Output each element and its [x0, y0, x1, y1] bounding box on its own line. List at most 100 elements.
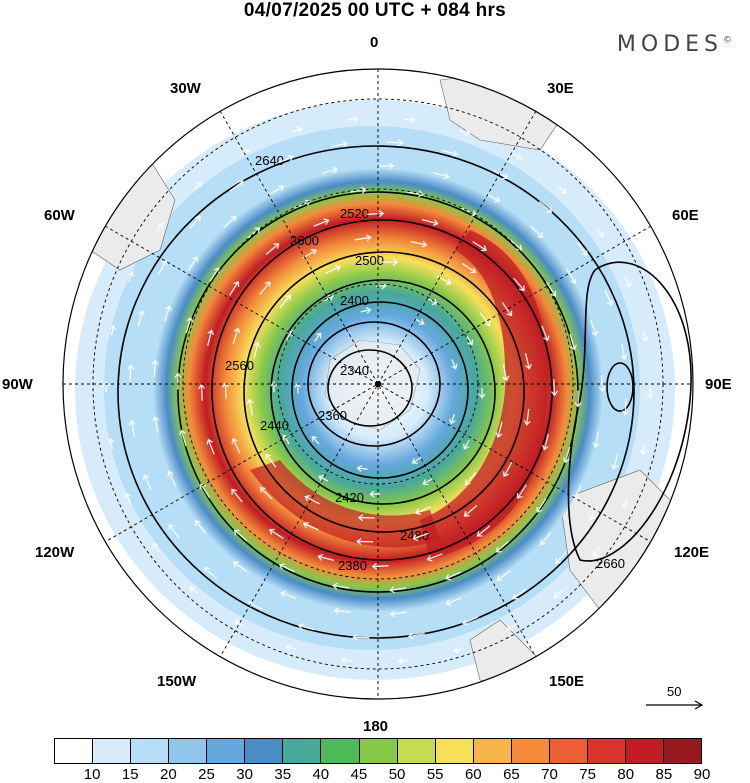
colorbar-label: 55 [426, 766, 444, 783]
wind-vector-arrow [463, 439, 470, 450]
wind-vector-arrow [641, 331, 649, 343]
wind-vector-arrow [317, 553, 335, 562]
wind-vector-arrow [259, 487, 273, 500]
wind-vector-arrow [277, 154, 294, 164]
lon-label-60e: 60E [672, 207, 699, 224]
wind-vector-arrow [502, 364, 510, 382]
wind-vector-arrow [268, 528, 284, 539]
contour-label: 2440 [260, 418, 289, 433]
colorbar-swatch [321, 739, 360, 763]
wind-vector-arrow [459, 129, 471, 136]
wind-vector-arrow [168, 524, 180, 539]
wind-vector-arrow [566, 269, 577, 284]
wind-vector-arrow [624, 277, 632, 288]
lon-label-150w: 150W [157, 673, 197, 690]
reference-vector-label: 50 [667, 684, 682, 699]
wind-vector-arrow [476, 525, 491, 537]
wind-vector-arrow [592, 431, 600, 449]
wind-vector-arrow [193, 181, 203, 190]
wind-vector-arrow [448, 413, 456, 425]
wind-vector-arrow [109, 324, 117, 336]
wind-vector-arrow [389, 610, 407, 618]
colorbar-label: 10 [83, 766, 101, 783]
wind-vector-arrow [574, 390, 582, 408]
wind-vector-arrow [545, 281, 557, 297]
colorbar-label: 30 [236, 766, 253, 783]
wind-vector-arrow [523, 408, 531, 426]
wind-vector-arrow [397, 657, 409, 665]
wind-vector-arrow [512, 588, 527, 600]
wind-vector-arrow [199, 483, 211, 499]
wind-vector-arrow [463, 505, 478, 517]
latitude-circle [92, 98, 664, 670]
brand-logo: MODES© [617, 32, 732, 57]
wind-vector-arrow [410, 240, 428, 248]
colorbar-swatch [131, 739, 170, 763]
wind-vector-arrow [646, 387, 654, 399]
wind-vector-arrow [572, 484, 582, 501]
wind-vector-arrow [360, 307, 372, 314]
colorbar-swatch [207, 739, 246, 763]
wind-vector-arrow [352, 633, 370, 641]
wind-vector-arrow [331, 140, 349, 148]
wind-vector-arrow [152, 415, 160, 433]
wind-vector-arrow [464, 471, 477, 486]
wind-vector-arrow [604, 289, 614, 306]
colorbar-label: 90 [693, 766, 711, 783]
wind-vector-arrow [540, 531, 552, 546]
wind-vector-arrow [179, 429, 187, 447]
wind-vector-arrow [611, 453, 619, 471]
wind-vector-arrow [472, 241, 488, 252]
wind-vector-arrow [369, 490, 381, 498]
wind-vector-arrow [304, 495, 320, 505]
wind-vector-arrow [318, 475, 329, 482]
wind-vector-arrow [124, 492, 132, 503]
wind-vector-arrow [426, 553, 443, 562]
wind-vector-arrow [347, 115, 359, 123]
wind-vector-arrow [389, 586, 407, 594]
contour-label: 2480 [400, 528, 429, 543]
colorbar-swatch [93, 739, 132, 763]
wind-vector-arrow [151, 359, 159, 377]
wind-vector-arrow [164, 305, 172, 322]
lon-label-60w: 60W [44, 207, 75, 224]
jet-core-east [420, 230, 548, 560]
wind-vector-arrow [233, 561, 248, 573]
wind-vector-arrow [127, 271, 135, 282]
wind-vector-arrow [639, 444, 647, 456]
wind-vector-arrow [203, 567, 218, 579]
wind-vector-arrow [332, 582, 350, 590]
wind-vector-arrow [479, 312, 491, 327]
wind-vector-arrow [269, 184, 285, 195]
wind-vector-arrow [223, 215, 237, 228]
colorbar-label: 20 [160, 766, 177, 783]
contour-2560 [211, 219, 553, 561]
colorbar-label: 65 [503, 766, 520, 783]
lon-label-30w: 30W [170, 80, 201, 97]
contour-label: 2500 [355, 253, 384, 268]
wind-vector-arrow [371, 562, 389, 570]
colorbar [54, 738, 702, 764]
wind-vector-arrow [321, 166, 339, 174]
colorbar-label: 60 [464, 766, 482, 783]
contour-label: 2640 [255, 153, 284, 168]
wind-vector-arrow [422, 478, 433, 486]
contour-label: 2360 [318, 408, 347, 423]
contour-label: 2420 [335, 490, 364, 505]
contour-label: 2560 [225, 358, 254, 373]
wind-vector-arrow [280, 590, 297, 600]
wind-vector-arrow [340, 656, 352, 664]
wind-vector-arrow [313, 332, 322, 342]
wind-vector-arrow [302, 521, 319, 531]
wind-vector-arrow [152, 542, 160, 553]
wind-vector-arrow [557, 185, 567, 194]
colorbar-swatch [549, 739, 588, 763]
wind-vector-arrow [246, 398, 254, 416]
contour-label: 2400 [340, 293, 369, 308]
colorbar-swatch [283, 739, 322, 763]
lon-label-120w: 120W [35, 544, 75, 561]
wind-vectors [102, 115, 654, 665]
wind-vector-arrow [291, 126, 303, 134]
colorbar-label: 75 [579, 766, 596, 783]
wind-vector-arrow [265, 453, 277, 468]
